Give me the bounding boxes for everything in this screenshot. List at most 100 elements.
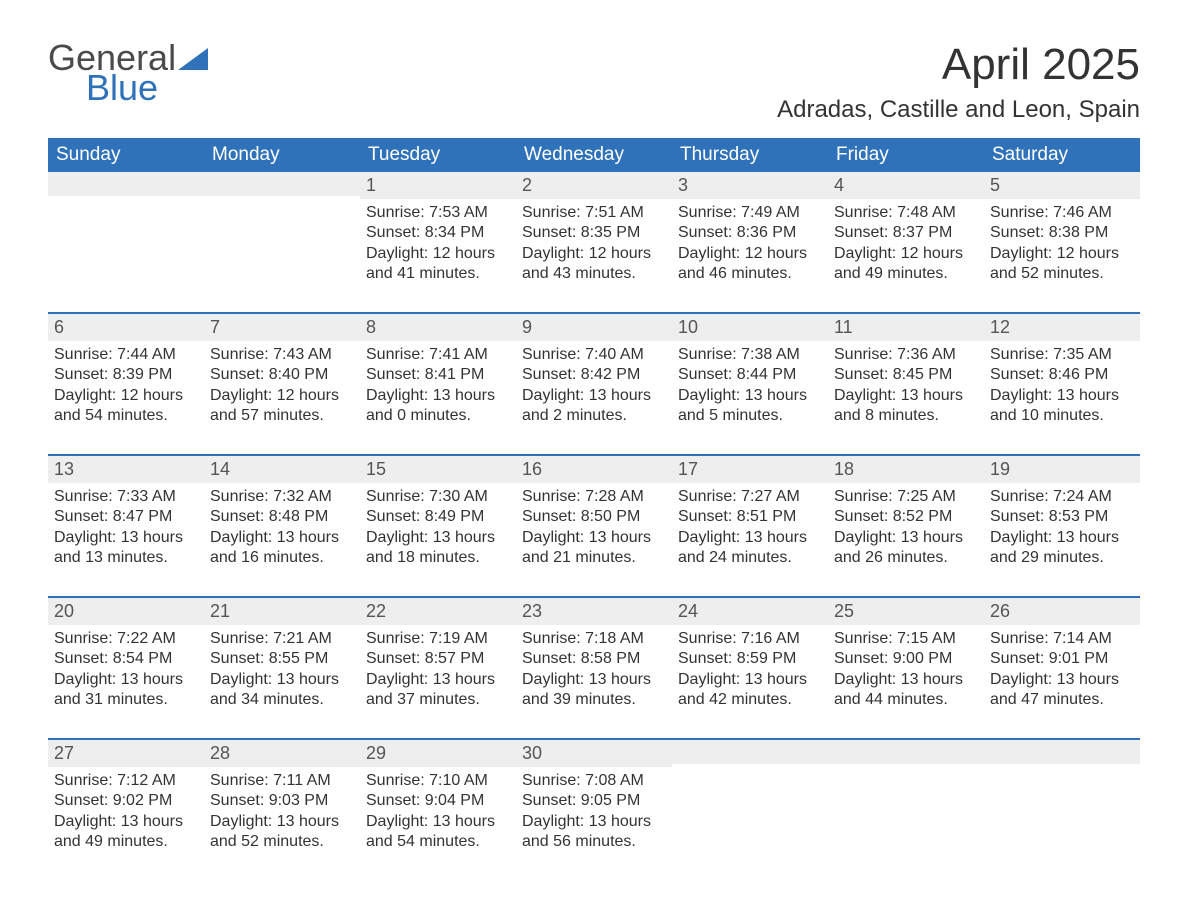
day-body: Sunrise: 7:22 AMSunset: 8:54 PMDaylight:…	[48, 625, 204, 715]
day-number: 9	[516, 314, 672, 341]
day-body: Sunrise: 7:25 AMSunset: 8:52 PMDaylight:…	[828, 483, 984, 573]
day-cell: 27Sunrise: 7:12 AMSunset: 9:02 PMDayligh…	[48, 740, 204, 868]
sunset-line: Sunset: 8:41 PM	[366, 365, 510, 385]
day-number: 20	[48, 598, 204, 625]
sunset-line: Sunset: 9:03 PM	[210, 791, 354, 811]
sunrise-line: Sunrise: 7:51 AM	[522, 203, 666, 223]
day-body: Sunrise: 7:53 AMSunset: 8:34 PMDaylight:…	[360, 199, 516, 289]
sunset-line: Sunset: 8:54 PM	[54, 649, 198, 669]
day-number: 12	[984, 314, 1140, 341]
week-spacer	[48, 726, 1140, 738]
day-body: Sunrise: 7:12 AMSunset: 9:02 PMDaylight:…	[48, 767, 204, 857]
sunrise-line: Sunrise: 7:10 AM	[366, 771, 510, 791]
sunrise-line: Sunrise: 7:32 AM	[210, 487, 354, 507]
day-cell: 3Sunrise: 7:49 AMSunset: 8:36 PMDaylight…	[672, 172, 828, 300]
brand-logo: General Blue	[48, 40, 208, 106]
day-number	[828, 740, 984, 764]
day-number: 10	[672, 314, 828, 341]
sunrise-line: Sunrise: 7:24 AM	[990, 487, 1134, 507]
day-cell: 9Sunrise: 7:40 AMSunset: 8:42 PMDaylight…	[516, 314, 672, 442]
daylight-line: Daylight: 12 hours and 43 minutes.	[522, 244, 666, 285]
day-body: Sunrise: 7:51 AMSunset: 8:35 PMDaylight:…	[516, 199, 672, 289]
day-cell	[984, 740, 1140, 868]
day-number: 25	[828, 598, 984, 625]
week-row: 13Sunrise: 7:33 AMSunset: 8:47 PMDayligh…	[48, 454, 1140, 584]
day-cell	[48, 172, 204, 300]
day-body: Sunrise: 7:41 AMSunset: 8:41 PMDaylight:…	[360, 341, 516, 431]
daylight-line: Daylight: 13 hours and 16 minutes.	[210, 528, 354, 569]
day-cell: 1Sunrise: 7:53 AMSunset: 8:34 PMDaylight…	[360, 172, 516, 300]
daylight-line: Daylight: 13 hours and 8 minutes.	[834, 386, 978, 427]
sunrise-line: Sunrise: 7:12 AM	[54, 771, 198, 791]
sunset-line: Sunset: 8:42 PM	[522, 365, 666, 385]
day-number: 23	[516, 598, 672, 625]
location-line: Adradas, Castille and Leon, Spain	[777, 96, 1140, 124]
daylight-line: Daylight: 13 hours and 47 minutes.	[990, 670, 1134, 711]
day-body: Sunrise: 7:19 AMSunset: 8:57 PMDaylight:…	[360, 625, 516, 715]
day-body: Sunrise: 7:40 AMSunset: 8:42 PMDaylight:…	[516, 341, 672, 431]
day-body: Sunrise: 7:27 AMSunset: 8:51 PMDaylight:…	[672, 483, 828, 573]
day-number: 5	[984, 172, 1140, 199]
daylight-line: Daylight: 13 hours and 39 minutes.	[522, 670, 666, 711]
day-body: Sunrise: 7:16 AMSunset: 8:59 PMDaylight:…	[672, 625, 828, 715]
day-number	[984, 740, 1140, 764]
day-number: 29	[360, 740, 516, 767]
day-body: Sunrise: 7:49 AMSunset: 8:36 PMDaylight:…	[672, 199, 828, 289]
day-number: 6	[48, 314, 204, 341]
day-number: 1	[360, 172, 516, 199]
daylight-line: Daylight: 13 hours and 29 minutes.	[990, 528, 1134, 569]
daylight-line: Daylight: 12 hours and 41 minutes.	[366, 244, 510, 285]
brand-word2: Blue	[86, 70, 208, 106]
dow-monday: Monday	[204, 138, 360, 172]
day-number: 30	[516, 740, 672, 767]
day-number: 4	[828, 172, 984, 199]
sunrise-line: Sunrise: 7:16 AM	[678, 629, 822, 649]
daylight-line: Daylight: 13 hours and 21 minutes.	[522, 528, 666, 569]
sunset-line: Sunset: 8:59 PM	[678, 649, 822, 669]
day-body: Sunrise: 7:18 AMSunset: 8:58 PMDaylight:…	[516, 625, 672, 715]
day-cell: 20Sunrise: 7:22 AMSunset: 8:54 PMDayligh…	[48, 598, 204, 726]
day-cell: 30Sunrise: 7:08 AMSunset: 9:05 PMDayligh…	[516, 740, 672, 868]
day-number: 13	[48, 456, 204, 483]
sunrise-line: Sunrise: 7:18 AM	[522, 629, 666, 649]
calendar: Sunday Monday Tuesday Wednesday Thursday…	[48, 138, 1140, 868]
month-title: April 2025	[777, 40, 1140, 90]
sunset-line: Sunset: 9:01 PM	[990, 649, 1134, 669]
daylight-line: Daylight: 13 hours and 44 minutes.	[834, 670, 978, 711]
day-cell: 28Sunrise: 7:11 AMSunset: 9:03 PMDayligh…	[204, 740, 360, 868]
day-cell: 11Sunrise: 7:36 AMSunset: 8:45 PMDayligh…	[828, 314, 984, 442]
daylight-line: Daylight: 13 hours and 37 minutes.	[366, 670, 510, 711]
day-body: Sunrise: 7:32 AMSunset: 8:48 PMDaylight:…	[204, 483, 360, 573]
day-cell: 2Sunrise: 7:51 AMSunset: 8:35 PMDaylight…	[516, 172, 672, 300]
day-cell: 25Sunrise: 7:15 AMSunset: 9:00 PMDayligh…	[828, 598, 984, 726]
day-number: 24	[672, 598, 828, 625]
sunset-line: Sunset: 8:39 PM	[54, 365, 198, 385]
day-body: Sunrise: 7:28 AMSunset: 8:50 PMDaylight:…	[516, 483, 672, 573]
day-body: Sunrise: 7:44 AMSunset: 8:39 PMDaylight:…	[48, 341, 204, 431]
daylight-line: Daylight: 12 hours and 52 minutes.	[990, 244, 1134, 285]
header: General Blue April 2025 Adradas, Castill…	[48, 40, 1140, 124]
day-cell: 10Sunrise: 7:38 AMSunset: 8:44 PMDayligh…	[672, 314, 828, 442]
day-body: Sunrise: 7:14 AMSunset: 9:01 PMDaylight:…	[984, 625, 1140, 715]
day-body: Sunrise: 7:48 AMSunset: 8:37 PMDaylight:…	[828, 199, 984, 289]
sunset-line: Sunset: 8:44 PM	[678, 365, 822, 385]
day-number: 11	[828, 314, 984, 341]
day-number: 28	[204, 740, 360, 767]
sunset-line: Sunset: 8:35 PM	[522, 223, 666, 243]
page: General Blue April 2025 Adradas, Castill…	[0, 0, 1188, 908]
sunset-line: Sunset: 8:55 PM	[210, 649, 354, 669]
daylight-line: Daylight: 13 hours and 54 minutes.	[366, 812, 510, 853]
sunset-line: Sunset: 8:53 PM	[990, 507, 1134, 527]
dow-thursday: Thursday	[672, 138, 828, 172]
day-number: 8	[360, 314, 516, 341]
day-body: Sunrise: 7:24 AMSunset: 8:53 PMDaylight:…	[984, 483, 1140, 573]
day-cell: 19Sunrise: 7:24 AMSunset: 8:53 PMDayligh…	[984, 456, 1140, 584]
sunrise-line: Sunrise: 7:27 AM	[678, 487, 822, 507]
day-body: Sunrise: 7:38 AMSunset: 8:44 PMDaylight:…	[672, 341, 828, 431]
day-body: Sunrise: 7:15 AMSunset: 9:00 PMDaylight:…	[828, 625, 984, 715]
sunrise-line: Sunrise: 7:43 AM	[210, 345, 354, 365]
week-spacer	[48, 300, 1140, 312]
daylight-line: Daylight: 13 hours and 49 minutes.	[54, 812, 198, 853]
day-body: Sunrise: 7:21 AMSunset: 8:55 PMDaylight:…	[204, 625, 360, 715]
day-number: 16	[516, 456, 672, 483]
